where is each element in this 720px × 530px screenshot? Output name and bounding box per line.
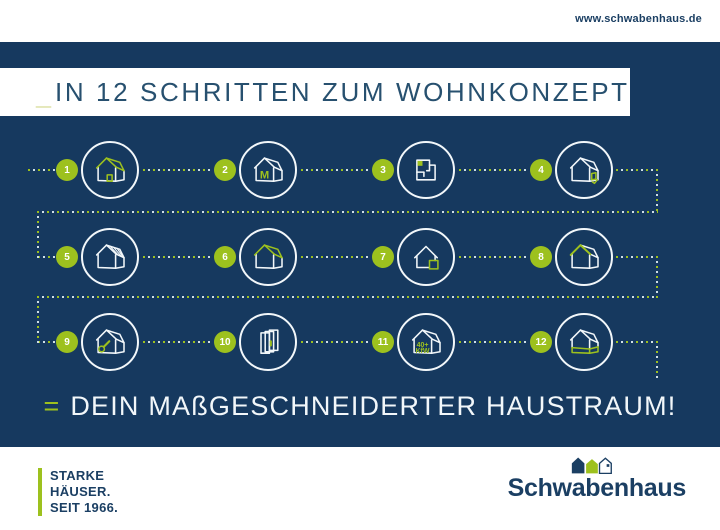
step-1: 1: [56, 141, 139, 199]
model-house-letter: M: [260, 169, 269, 181]
dashed-connector: [656, 341, 658, 378]
step-10: 10: [214, 313, 297, 371]
brand-name: Schwabenhaus: [507, 474, 687, 502]
step-2: 2 M: [214, 141, 297, 199]
website-url: www.schwabenhaus.de: [575, 13, 702, 25]
step-circle: 40+ KfW: [397, 313, 455, 371]
dashed-connector: [301, 169, 371, 171]
tagline-text: DEIN MAßGESCHNEIDERTER HAUSTRAUM!: [70, 391, 677, 421]
step-circle: [239, 313, 297, 371]
page-title: IN 12 SCHRITTEN ZUM WOHNKONZEPT: [55, 76, 630, 107]
step-number-badge: 8: [530, 246, 552, 268]
floor-plan-icon: [416, 159, 436, 181]
green-roof-house-icon: [253, 244, 283, 269]
step-5: 5: [56, 228, 139, 286]
step-number-badge: 6: [214, 246, 236, 268]
tagline: = DEIN MAßGESCHNEIDERTER HAUSTRAUM!: [0, 391, 720, 422]
doors-icon: [260, 329, 279, 354]
claim-line-1: STARKE: [50, 468, 105, 483]
house-extension-icon: [414, 245, 439, 270]
step-circle: [397, 228, 455, 286]
logo-houses-icon: [571, 457, 612, 475]
house-foundation-icon: [569, 329, 599, 354]
dashed-connector: [143, 341, 213, 343]
dashed-connector: [459, 169, 529, 171]
dashed-connector: [616, 256, 658, 258]
step-number-badge: 7: [372, 246, 394, 268]
dashed-connector: [37, 296, 658, 298]
step-circle: [239, 228, 297, 286]
header-bar: www.schwabenhaus.de: [0, 0, 720, 42]
dashed-connector: [28, 169, 57, 171]
step-3: 3: [372, 141, 455, 199]
title-underscore: _: [36, 79, 54, 110]
step-circle: [555, 141, 613, 199]
main-panel: _ IN 12 SCHRITTEN ZUM WOHNKONZEPT 1: [0, 42, 720, 447]
dashed-connector: [459, 341, 529, 343]
step-8: 8: [530, 228, 613, 286]
dashed-connector: [143, 169, 213, 171]
house-entrance-icon: [569, 157, 599, 185]
house-wrench-icon: [95, 329, 125, 354]
roof-trim-house-icon: [569, 244, 599, 269]
step-number-badge: 1: [56, 159, 78, 181]
step-number-badge: 9: [56, 331, 78, 353]
schwabenhaus-logo: Schwabenhaus: [507, 455, 687, 502]
dashed-connector: [301, 256, 371, 258]
claim-line-3: SEIT 1966.: [50, 500, 119, 515]
model-house-icon: M: [253, 157, 283, 182]
step-4: 4: [530, 141, 613, 199]
dashed-connector: [38, 341, 57, 343]
step-number-badge: 3: [372, 159, 394, 181]
step-11: 11 40+ KfW: [372, 313, 455, 371]
step-9: 9: [56, 313, 139, 371]
roof-construction-icon: [95, 244, 125, 269]
title-banner: _ IN 12 SCHRITTEN ZUM WOHNKONZEPT: [0, 68, 630, 116]
claim-line-2: HÄUSER.: [50, 484, 111, 499]
step-number-badge: 11: [372, 331, 394, 353]
step-12: 12: [530, 313, 613, 371]
house-design-icon: [95, 157, 125, 182]
step-circle: [81, 141, 139, 199]
step-circle: [81, 228, 139, 286]
step-7: 7: [372, 228, 455, 286]
dashed-connector: [37, 211, 658, 213]
dashed-connector: [37, 211, 39, 258]
step-number-badge: 2: [214, 159, 236, 181]
step-circle: [555, 228, 613, 286]
dashed-connector: [656, 256, 658, 298]
step-number-badge: 4: [530, 159, 552, 181]
kfw40-label-line2: KfW: [416, 348, 430, 355]
step-number-badge: 12: [530, 331, 552, 353]
kfw40-house-icon: 40+ KfW: [411, 329, 441, 355]
step-circle: [555, 313, 613, 371]
brand-claim: STARKE HÄUSER. SEIT 1966.: [38, 468, 118, 516]
footer-bar: STARKE HÄUSER. SEIT 1966. Schwabenhaus: [0, 447, 720, 530]
dashed-connector: [38, 256, 57, 258]
dashed-connector: [656, 169, 658, 213]
dashed-connector: [301, 341, 371, 343]
dashed-connector: [143, 256, 213, 258]
dashed-connector: [37, 296, 39, 343]
step-6: 6: [214, 228, 297, 286]
step-circle: M: [239, 141, 297, 199]
dashed-connector: [459, 256, 529, 258]
dashed-connector: [616, 341, 658, 343]
step-circle: [397, 141, 455, 199]
step-circle: [81, 313, 139, 371]
step-number-badge: 10: [214, 331, 236, 353]
kfw40-label-line1: 40+: [417, 342, 429, 349]
equals-sign: =: [43, 391, 61, 421]
dashed-connector: [616, 169, 658, 171]
step-number-badge: 5: [56, 246, 78, 268]
